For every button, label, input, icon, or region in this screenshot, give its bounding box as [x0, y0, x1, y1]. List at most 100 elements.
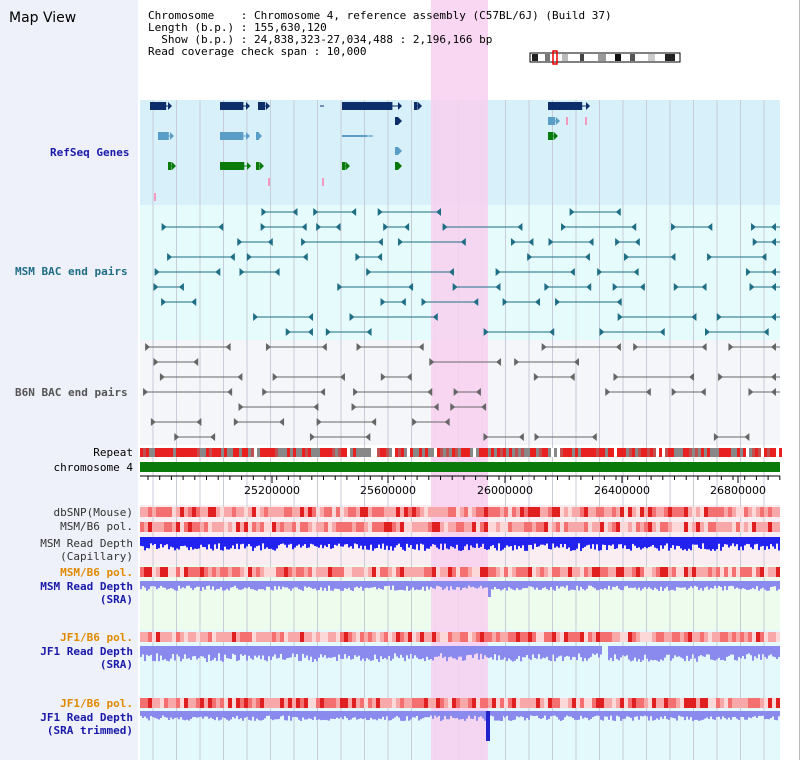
msm-depth-sra-bar	[140, 581, 142, 590]
repeat-segment	[200, 448, 203, 457]
track-label-msm-b6-pol-2[interactable]: MSM/B6 pol.	[60, 566, 133, 579]
jf1-b6-pol-2-cell	[772, 698, 776, 708]
track-label-msm-depth-sra[interactable]: MSM Read Depth (SRA)	[40, 580, 133, 606]
msm-b6-pol-2-cell	[204, 567, 208, 577]
msm-b6-pol-2-cell	[228, 567, 232, 577]
jf1-depth-sra-bar	[416, 646, 418, 658]
jf1-b6-pol-cell	[508, 632, 512, 642]
jf1-depth-trimmed-bar	[464, 711, 466, 721]
track-label-msm-bac[interactable]: MSM BAC end pairs	[15, 265, 128, 278]
jf1-depth-sra-bar	[676, 646, 678, 657]
track-label-jf1-b6-pol[interactable]: JF1/B6 pol.	[60, 631, 133, 644]
msm-depth-capillary-bar	[654, 537, 656, 548]
repeat-segment	[383, 448, 386, 457]
gene-arrow	[346, 162, 350, 170]
jf1-depth-sra-bar	[198, 646, 200, 658]
jf1-depth-trimmed-bar	[328, 711, 330, 721]
repeat-segment	[605, 448, 608, 457]
msm-b6-pol-cell	[528, 522, 532, 532]
jf1-depth-trimmed-bar	[516, 711, 518, 717]
jf1-b6-pol-2-cell	[384, 698, 388, 708]
jf1-depth-trimmed-bar	[196, 711, 198, 718]
track-label-jf1-b6-pol-2[interactable]: JF1/B6 pol.	[60, 697, 133, 710]
msm-b6-pol-cell	[720, 522, 724, 532]
msm-b6-pol-2-cell	[600, 567, 604, 577]
msm-depth-sra-bar	[404, 581, 406, 591]
jf1-depth-trimmed-bar	[434, 711, 436, 716]
jf1-depth-sra-bar	[258, 646, 260, 656]
gene-marker	[566, 117, 568, 125]
jf1-b6-pol-2-cell	[244, 698, 248, 708]
jf1-depth-trimmed-bar	[660, 711, 662, 717]
jf1-depth-trimmed-bar	[570, 711, 572, 717]
msm-depth-capillary-bar	[234, 537, 236, 549]
jf1-depth-sra-bar	[732, 646, 734, 655]
msm-b6-pol-2-cell	[280, 567, 284, 577]
msm-depth-capillary-bar	[182, 537, 184, 546]
jf1-depth-sra-bar	[326, 646, 328, 659]
jf1-depth-trimmed-bar	[234, 711, 236, 719]
msm-depth-sra-bar	[712, 581, 714, 589]
jf1-depth-sra-bar	[438, 646, 440, 657]
track-label-dbsnp[interactable]: dbSNP(Mouse)	[53, 506, 133, 519]
dbsnp-cell	[568, 507, 572, 517]
jf1-b6-pol-2-cell	[160, 698, 164, 708]
jf1-depth-sra-bar	[192, 646, 194, 657]
track-label-repeat[interactable]: Repeat	[93, 446, 133, 459]
track-label-refseq[interactable]: RefSeq Genes	[50, 146, 130, 159]
jf1-depth-trimmed-bar	[568, 711, 570, 717]
msm-depth-sra-bar	[420, 581, 422, 590]
msm-bac-end	[691, 313, 697, 321]
jf1-b6-pol-cell	[308, 632, 312, 642]
repeat-segment	[239, 448, 242, 457]
track-label-msm-b6-pol[interactable]: MSM/B6 pol.	[60, 520, 133, 533]
jf1-b6-pol-2-cell	[148, 698, 152, 708]
track-label-b6n-bac[interactable]: B6N BAC end pairs	[15, 386, 128, 399]
jf1-depth-sra-bar	[646, 646, 648, 659]
msm-b6-pol-2-cell	[740, 567, 744, 577]
track-label-chromosome[interactable]: chromosome 4	[53, 461, 133, 474]
jf1-b6-pol-cell	[684, 632, 688, 642]
msm-depth-sra-bar	[702, 581, 704, 591]
jf1-b6-pol-cell	[752, 632, 756, 642]
repeat-segment	[275, 448, 278, 457]
msm-depth-capillary-bar	[272, 537, 274, 550]
jf1-depth-sra-bar	[208, 646, 210, 655]
msm-depth-capillary-bar	[504, 537, 506, 548]
msm-b6-pol-2-cell	[308, 567, 312, 577]
msm-b6-pol-2-cell	[548, 567, 552, 577]
track-label-jf1-depth-trimmed[interactable]: JF1 Read Depth (SRA trimmed)	[40, 711, 133, 737]
msm-bac-end	[351, 208, 357, 216]
repeat-segment	[446, 448, 449, 457]
msm-depth-sra-bar	[366, 581, 368, 588]
jf1-b6-pol-cell	[656, 632, 660, 642]
msm-b6-pol-cell	[368, 522, 372, 532]
jf1-depth-trimmed-bar	[602, 711, 604, 721]
jf1-b6-pol-cell	[692, 632, 696, 642]
msm-depth-sra-bar	[678, 581, 680, 588]
repeat-segment	[449, 448, 452, 457]
repeat-segment	[359, 448, 362, 457]
jf1-b6-pol-2-cell	[744, 698, 748, 708]
jf1-depth-trimmed-bar	[168, 711, 170, 721]
msm-depth-sra-bar	[472, 581, 474, 587]
msm-depth-capillary-bar	[762, 537, 764, 546]
msm-b6-pol-cell	[316, 522, 320, 532]
msm-depth-sra-bar	[554, 581, 556, 591]
jf1-depth-sra-bar	[664, 646, 666, 658]
msm-b6-pol-cell	[364, 522, 368, 532]
jf1-depth-sra-bar	[614, 646, 616, 655]
msm-depth-capillary-bar	[458, 537, 460, 551]
jf1-b6-pol-2-cell	[296, 698, 300, 708]
jf1-depth-sra-bar	[240, 646, 242, 655]
track-label-jf1-depth-sra[interactable]: JF1 Read Depth (SRA)	[40, 645, 133, 671]
msm-depth-capillary-bar	[164, 537, 166, 546]
dbsnp-cell	[252, 507, 256, 517]
repeat-segment	[641, 448, 644, 457]
msm-depth-sra-bar	[346, 581, 348, 589]
msm-depth-sra-bar	[210, 581, 212, 590]
repeat-segment	[686, 448, 689, 457]
track-label-msm-depth-capillary[interactable]: MSM Read Depth (Capillary)	[40, 537, 133, 563]
msm-depth-capillary-bar	[210, 537, 212, 549]
